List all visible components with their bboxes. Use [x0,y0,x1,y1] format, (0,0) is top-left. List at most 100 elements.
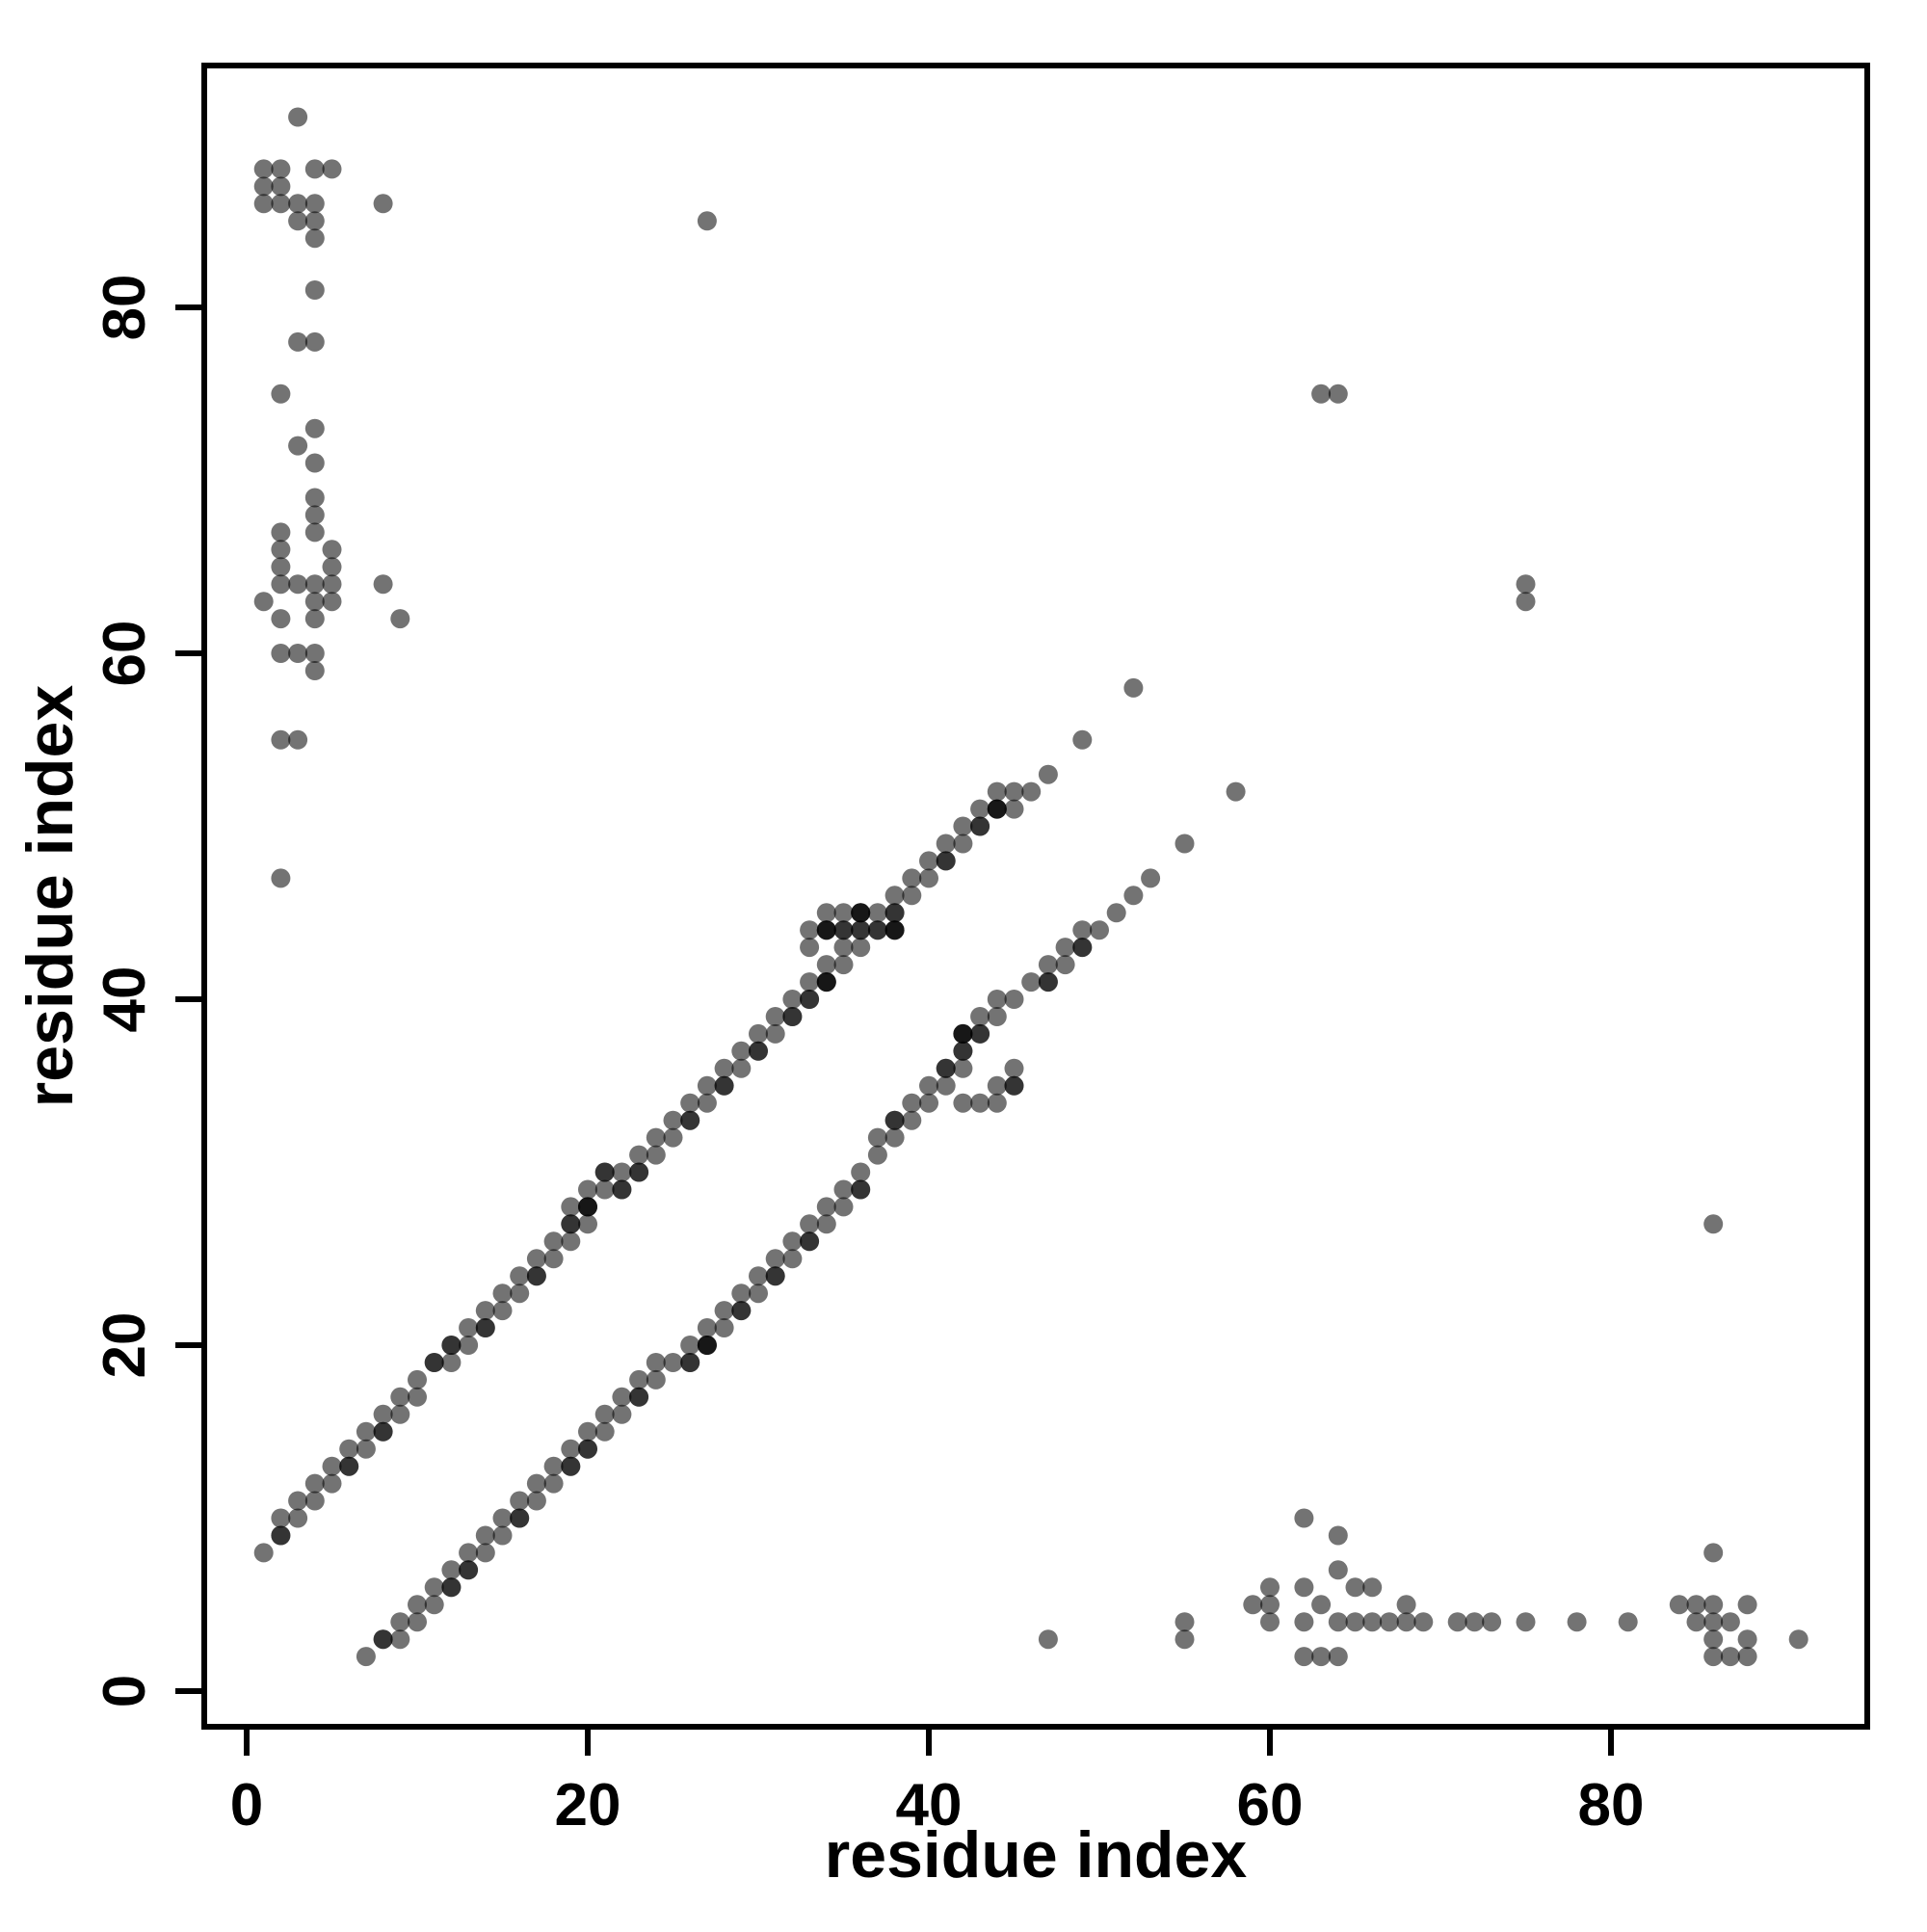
data-point [390,609,410,629]
data-point [594,1421,615,1442]
data-point [800,920,820,940]
data-point [1072,920,1093,940]
data-point [304,488,325,508]
x-axis: 0 20 40 60 80 residue index [230,1727,1644,1892]
data-point [1311,384,1332,404]
data-point [1362,1577,1383,1598]
data-point [714,1075,734,1096]
data-point [526,1266,546,1286]
x-tick-label: 0 [230,1772,263,1839]
data-point [441,1560,462,1580]
data-point [322,557,342,577]
data-point [646,1353,666,1372]
y-axis-title: residue index [13,685,87,1108]
data-point [851,903,871,923]
data-point [851,938,871,958]
data-point [884,1127,905,1148]
data-point [731,1041,752,1061]
data-point [339,1456,359,1476]
data-point [936,834,956,854]
data-point [867,920,887,940]
data-point [578,1421,597,1442]
data-point [304,592,325,612]
data-point [1703,1595,1724,1615]
data-point [271,159,291,179]
x-axis-title: residue index [825,1818,1248,1892]
data-point [271,609,291,629]
data-point [322,592,342,612]
data-point [680,1353,700,1372]
data-point [816,1214,836,1234]
data-point [390,1629,410,1650]
data-point [271,557,291,577]
data-point [373,574,393,595]
data-point [851,1179,871,1200]
data-point [970,799,990,819]
data-point [441,1577,462,1598]
data-point [510,1491,530,1511]
data-point [697,1075,717,1096]
data-point [373,1629,393,1650]
data-point [919,868,938,888]
data-point [1294,1647,1314,1667]
data-point [919,1075,938,1096]
data-point [304,280,325,300]
data-point [253,159,274,179]
data-point [304,1491,325,1511]
data-point [424,1353,444,1372]
data-point [1311,1595,1332,1615]
data-point [987,799,1007,819]
data-point [1038,955,1058,975]
data-point [646,1145,666,1165]
data-point [800,972,820,992]
data-point [288,107,308,127]
data-point [714,1318,734,1337]
data-point [510,1284,530,1304]
data-point [373,194,393,214]
data-point [1703,1543,1724,1563]
data-point [919,1093,938,1113]
data-point [288,211,308,231]
data-point [304,159,325,179]
data-point [816,903,836,923]
data-point [765,1023,785,1044]
data-point [936,851,956,871]
data-point [1055,955,1075,975]
data-point [373,1421,393,1442]
data-point [953,1058,973,1078]
data-point [271,644,291,663]
data-point [459,1543,479,1563]
data-point [1141,868,1161,888]
data-point [271,540,291,560]
data-point [680,1336,700,1355]
data-point [697,1093,717,1113]
data-point [663,1110,683,1130]
data-point [816,920,836,940]
data-point [1123,886,1144,906]
data-point [288,436,308,456]
data-point [1004,990,1024,1009]
data-point [867,1127,887,1148]
data-point [1362,1612,1383,1632]
data-point [1413,1612,1434,1632]
data-point [271,1508,291,1528]
data-point [1516,574,1536,595]
data-point [510,1266,530,1286]
data-point [1328,1612,1348,1632]
data-point [322,574,342,595]
data-point [902,886,922,906]
data-point [271,729,291,750]
data-point [833,955,854,975]
data-point [1260,1595,1280,1615]
data-point [1038,764,1058,784]
data-point [629,1145,649,1165]
data-point [304,609,325,629]
data-point [833,1179,854,1200]
data-point [356,1439,376,1459]
data-point [782,1007,803,1026]
data-point [408,1595,427,1615]
data-point [1516,1612,1536,1632]
data-point [510,1508,530,1528]
data-point [953,816,973,836]
